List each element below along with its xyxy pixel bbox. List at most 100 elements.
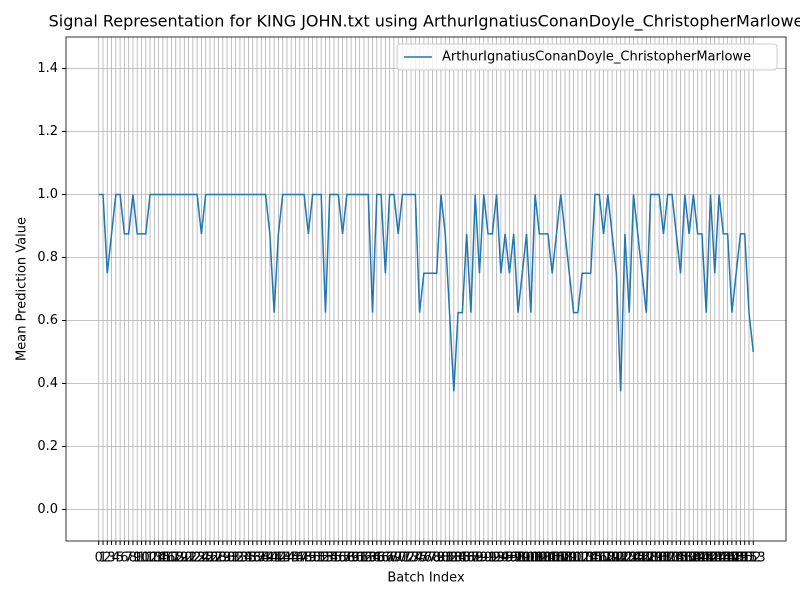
x-tick-label: 60 bbox=[347, 551, 364, 566]
x-tick-label: 113 bbox=[570, 551, 595, 566]
x-tick-label: 40 bbox=[262, 551, 279, 566]
x-tick-label: 35 bbox=[240, 551, 257, 566]
x-tick-label: 77 bbox=[420, 551, 437, 566]
x-tick-label: 153 bbox=[741, 551, 766, 566]
x-tick-label: 67 bbox=[377, 551, 394, 566]
x-tick-label: 38 bbox=[253, 551, 270, 566]
y-tick-label: 0.8 bbox=[37, 250, 58, 265]
x-tick-label: 71 bbox=[394, 551, 411, 566]
legend-box bbox=[396, 43, 778, 71]
x-tick-label: 101 bbox=[518, 551, 543, 566]
x-tick-label: 79 bbox=[428, 551, 445, 566]
x-tick-label: 8 bbox=[129, 551, 137, 566]
x-tick-label: 115 bbox=[578, 551, 603, 566]
y-tick-label: 1.0 bbox=[37, 187, 58, 202]
x-tick-label: 70 bbox=[390, 551, 407, 566]
x-tick-label: 145 bbox=[707, 551, 732, 566]
x-tick-label: 111 bbox=[561, 551, 586, 566]
x-tick-label: 28 bbox=[210, 551, 227, 566]
x-tick-label: 99 bbox=[514, 551, 531, 566]
y-tick-label: 0.6 bbox=[37, 313, 58, 328]
x-tick-label: 129 bbox=[638, 551, 663, 566]
x-tick-label: 104 bbox=[531, 551, 556, 566]
y-tick-label: 0.2 bbox=[37, 439, 58, 454]
x-tick-label: 84 bbox=[450, 551, 467, 566]
x-tick-label: 37 bbox=[249, 551, 266, 566]
x-tick-label: 72 bbox=[398, 551, 415, 566]
x-tick-label: 11 bbox=[138, 551, 155, 566]
x-tick-label: 14 bbox=[150, 551, 167, 566]
x-tick-label: 131 bbox=[647, 551, 672, 566]
x-tick-label: 43 bbox=[274, 551, 291, 566]
x-tick-label: 2 bbox=[103, 551, 111, 566]
x-tick-label: 103 bbox=[527, 551, 552, 566]
x-tick-label: 83 bbox=[446, 551, 463, 566]
x-tick-label: 26 bbox=[202, 551, 219, 566]
x-tick-label: 146 bbox=[711, 551, 736, 566]
x-tick-label: 82 bbox=[441, 551, 458, 566]
x-tick-label: 85 bbox=[454, 551, 471, 566]
x-tick-label: 141 bbox=[690, 551, 715, 566]
x-tick-label: 128 bbox=[634, 551, 659, 566]
x-tick-label: 33 bbox=[232, 551, 249, 566]
x-tick-label: 62 bbox=[356, 551, 373, 566]
x-tick-label: 114 bbox=[574, 551, 599, 566]
y-tick-label: 1.2 bbox=[37, 124, 58, 139]
x-tick-label: 9 bbox=[133, 551, 141, 566]
x-tick-label: 0 bbox=[95, 551, 103, 566]
x-tick-label: 121 bbox=[604, 551, 629, 566]
x-tick-label: 23 bbox=[189, 551, 206, 566]
x-tick-label: 136 bbox=[668, 551, 693, 566]
x-tick-label: 19 bbox=[172, 551, 189, 566]
x-tick-label: 29 bbox=[215, 551, 232, 566]
x-tick-label: 150 bbox=[728, 551, 753, 566]
x-tick-label: 21 bbox=[180, 551, 197, 566]
chart-title: Signal Representation for KING JOHN.txt … bbox=[49, 12, 800, 32]
x-tick-label: 17 bbox=[163, 551, 180, 566]
x-tick-label: 110 bbox=[557, 551, 582, 566]
x-tick-label: 102 bbox=[523, 551, 548, 566]
x-tick-label: 120 bbox=[600, 551, 625, 566]
x-tick-label: 53 bbox=[317, 551, 334, 566]
x-tick-label: 1 bbox=[99, 551, 107, 566]
x-tick-label: 30 bbox=[219, 551, 236, 566]
data-line bbox=[98, 193, 755, 392]
x-tick-label: 73 bbox=[403, 551, 420, 566]
x-tick-label: 51 bbox=[309, 551, 326, 566]
x-tick-label: 44 bbox=[279, 551, 296, 566]
x-tick-label: 56 bbox=[330, 551, 347, 566]
x-tick-label: 152 bbox=[737, 551, 762, 566]
x-tick-label: 90 bbox=[475, 551, 492, 566]
x-tick-label: 27 bbox=[206, 551, 223, 566]
y-tick-label: 0.4 bbox=[37, 376, 58, 391]
x-tick-label: 47 bbox=[292, 551, 309, 566]
x-tick-label: 3 bbox=[107, 551, 115, 566]
x-tick-label: 63 bbox=[360, 551, 377, 566]
x-tick-label: 130 bbox=[642, 551, 667, 566]
x-tick-label: 78 bbox=[424, 551, 441, 566]
x-tick-label: 97 bbox=[505, 551, 522, 566]
x-tick-label: 81 bbox=[437, 551, 454, 566]
x-tick-label: 41 bbox=[266, 551, 283, 566]
x-tick-label: 135 bbox=[664, 551, 689, 566]
x-tick-label: 144 bbox=[702, 551, 727, 566]
x-tick-label: 100 bbox=[514, 551, 539, 566]
x-tick-label: 61 bbox=[351, 551, 368, 566]
x-tick-label: 96 bbox=[501, 551, 518, 566]
x-tick-label: 123 bbox=[613, 551, 638, 566]
x-tick-label: 5 bbox=[116, 551, 124, 566]
x-tick-label: 112 bbox=[565, 551, 590, 566]
x-tick-label: 50 bbox=[304, 551, 321, 566]
x-tick-label: 18 bbox=[167, 551, 184, 566]
x-tick-label: 140 bbox=[685, 551, 710, 566]
x-tick-label: 147 bbox=[715, 551, 740, 566]
x-tick-label: 48 bbox=[296, 551, 313, 566]
x-tick-label: 46 bbox=[287, 551, 304, 566]
x-tick-label: 127 bbox=[630, 551, 655, 566]
x-tick-label: 105 bbox=[536, 551, 561, 566]
x-tick-label: 32 bbox=[227, 551, 244, 566]
x-tick-label: 95 bbox=[497, 551, 514, 566]
x-tick-label: 36 bbox=[244, 551, 261, 566]
x-tick-label: 94 bbox=[493, 551, 510, 566]
x-tick-label: 7 bbox=[125, 551, 133, 566]
